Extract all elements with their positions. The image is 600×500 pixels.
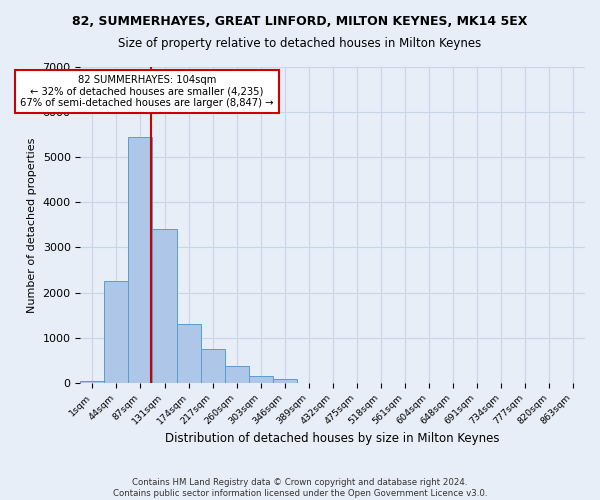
X-axis label: Distribution of detached houses by size in Milton Keynes: Distribution of detached houses by size … — [166, 432, 500, 445]
Bar — [104, 282, 128, 383]
Bar — [248, 376, 272, 383]
Y-axis label: Number of detached properties: Number of detached properties — [27, 137, 37, 312]
Bar — [272, 379, 296, 383]
Bar — [152, 230, 176, 383]
Bar — [80, 380, 104, 383]
Text: 82, SUMMERHAYES, GREAT LINFORD, MILTON KEYNES, MK14 5EX: 82, SUMMERHAYES, GREAT LINFORD, MILTON K… — [73, 15, 527, 28]
Bar — [128, 136, 152, 383]
Bar — [224, 366, 248, 383]
Text: 82 SUMMERHAYES: 104sqm
← 32% of detached houses are smaller (4,235)
67% of semi-: 82 SUMMERHAYES: 104sqm ← 32% of detached… — [20, 74, 274, 108]
Text: Size of property relative to detached houses in Milton Keynes: Size of property relative to detached ho… — [118, 38, 482, 51]
Bar — [176, 324, 200, 383]
Text: Contains HM Land Registry data © Crown copyright and database right 2024.
Contai: Contains HM Land Registry data © Crown c… — [113, 478, 487, 498]
Bar — [200, 349, 224, 383]
